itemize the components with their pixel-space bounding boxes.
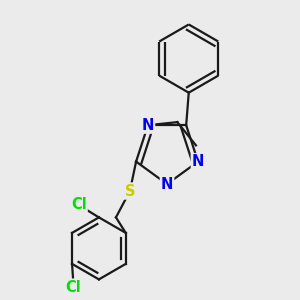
- Text: N: N: [192, 154, 204, 169]
- Text: Cl: Cl: [71, 197, 87, 212]
- Text: N: N: [142, 118, 154, 133]
- Text: N: N: [161, 177, 173, 192]
- Text: S: S: [124, 184, 135, 199]
- Text: Cl: Cl: [66, 280, 82, 295]
